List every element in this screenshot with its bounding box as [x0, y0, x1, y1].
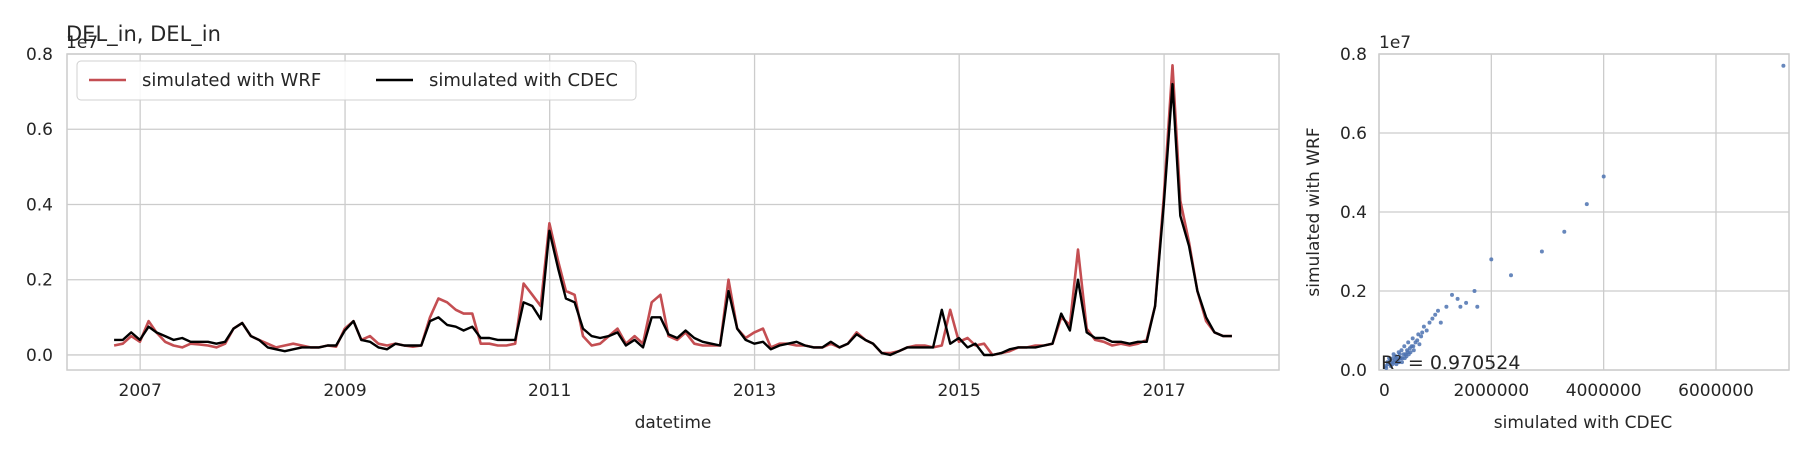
scatter-point	[1408, 350, 1413, 355]
scatter-point	[1464, 300, 1469, 305]
scatter-x-tick-label: 4000000	[1566, 381, 1642, 401]
scatter-y-offset-label: 1e7	[1379, 33, 1411, 53]
scatter-y-tick-label: 0.6	[1340, 124, 1367, 144]
timeseries-y-tick-label: 0.4	[26, 195, 53, 215]
scatter-point	[1419, 334, 1424, 339]
legend-label-wrf: simulated with WRF	[142, 70, 321, 91]
legend-label-cdec: simulated with CDEC	[429, 70, 618, 91]
timeseries-chart: 0.0 0.2 0.4 0.6 0.8 2007 2009 2011 2013 2015 2017…	[26, 22, 1280, 433]
scatter-point	[1438, 320, 1443, 325]
timeseries-x-tick-label: 2011	[528, 381, 571, 401]
scatter-x-tick-label: 6000000	[1678, 381, 1754, 401]
legend-box	[76, 60, 637, 101]
scatter-point	[1400, 360, 1404, 365]
scatter-point	[1421, 324, 1426, 329]
scatter-x-tick-label: 0	[1379, 381, 1390, 401]
timeseries-x-tick-label: 2017	[1142, 381, 1185, 401]
scatter-point	[1398, 356, 1403, 361]
scatter-chart: 0.0 0.2 0.4 0.6 0.8 0 2000000 4000000 6000000 1…	[1304, 33, 1790, 433]
scatter-point	[1399, 348, 1404, 353]
timeseries-x-axis-label: datetime	[635, 413, 712, 433]
scatter-point	[1420, 330, 1425, 335]
timeseries-y-tick-label: 0.2	[26, 271, 53, 291]
timeseries-y-offset-label: 1e7	[66, 33, 98, 53]
timeseries-series	[113, 64, 1232, 357]
scatter-point	[1386, 362, 1390, 367]
legend: simulated with WRF simulated with CDEC	[76, 60, 637, 101]
scatter-y-axis-label: simulated with WRF	[1304, 127, 1324, 296]
scatter-point	[1427, 320, 1432, 325]
scatter-x-ticks: 0 2000000 4000000 6000000	[1379, 381, 1754, 401]
scatter-point	[1489, 257, 1494, 262]
scatter-point	[1458, 304, 1463, 309]
timeseries-x-tick-label: 2009	[323, 381, 366, 401]
scatter-point	[1397, 360, 1402, 365]
scatter-point	[1394, 362, 1399, 367]
scatter-point	[1562, 229, 1567, 234]
scatter-point	[1430, 316, 1435, 321]
scatter-point	[1444, 304, 1449, 309]
scatter-x-tick-label: 2000000	[1453, 381, 1529, 401]
scatter-point	[1406, 340, 1411, 345]
r-squared-annotation: R² = 0.970524	[1381, 352, 1520, 374]
scatter-point	[1584, 202, 1589, 207]
timeseries-y-tick-label: 0.8	[26, 45, 53, 65]
scatter-point	[1424, 328, 1429, 333]
scatter-point	[1539, 249, 1544, 254]
scatter-point	[1417, 342, 1422, 347]
scatter-point	[1410, 336, 1415, 341]
scatter-y-tick-label: 0.0	[1340, 361, 1367, 381]
scatter-point	[1397, 352, 1402, 357]
scatter-point	[1475, 304, 1480, 309]
scatter-y-tick-label: 0.4	[1340, 203, 1367, 223]
scatter-point	[1401, 352, 1406, 357]
scatter-point	[1472, 289, 1477, 293]
scatter-y-ticks: 0.0 0.2 0.4 0.6 0.8	[1340, 45, 1367, 381]
scatter-point	[1601, 174, 1606, 179]
series-line-cdec	[114, 82, 1232, 357]
timeseries-x-ticks: 2007 2009 2011 2013 2015 2017	[119, 381, 1186, 401]
timeseries-x-tick-label: 2007	[119, 381, 162, 401]
scatter-point	[1509, 273, 1513, 278]
scatter-y-tick-label: 0.8	[1340, 45, 1367, 65]
scatter-y-tick-label: 0.2	[1340, 282, 1367, 302]
timeseries-x-tick-label: 2013	[733, 381, 776, 401]
timeseries-y-tick-label: 0.0	[26, 346, 53, 366]
scatter-point	[1436, 308, 1440, 313]
scatter-point	[1781, 63, 1786, 68]
timeseries-y-ticks: 0.0 0.2 0.4 0.6 0.8	[26, 45, 53, 366]
scatter-point	[1455, 296, 1460, 301]
scatter-point	[1433, 312, 1438, 317]
timeseries-title: DEL_in, DEL_in	[66, 22, 221, 47]
scatter-point	[1415, 338, 1420, 343]
timeseries-plot-area	[66, 53, 1280, 371]
timeseries-y-tick-label: 0.6	[26, 120, 53, 140]
scatter-x-axis-label: simulated with CDEC	[1494, 413, 1672, 433]
scatter-grid	[1378, 53, 1789, 371]
scatter-point	[1384, 366, 1389, 370]
scatter-points	[1383, 63, 1786, 370]
timeseries-grid	[67, 53, 1279, 370]
scatter-point	[1416, 332, 1421, 337]
timeseries-x-tick-label: 2015	[938, 381, 981, 401]
scatter-point	[1411, 348, 1416, 353]
scatter-point	[1411, 344, 1416, 349]
scatter-point	[1450, 292, 1454, 297]
scatter-point	[1402, 344, 1407, 349]
